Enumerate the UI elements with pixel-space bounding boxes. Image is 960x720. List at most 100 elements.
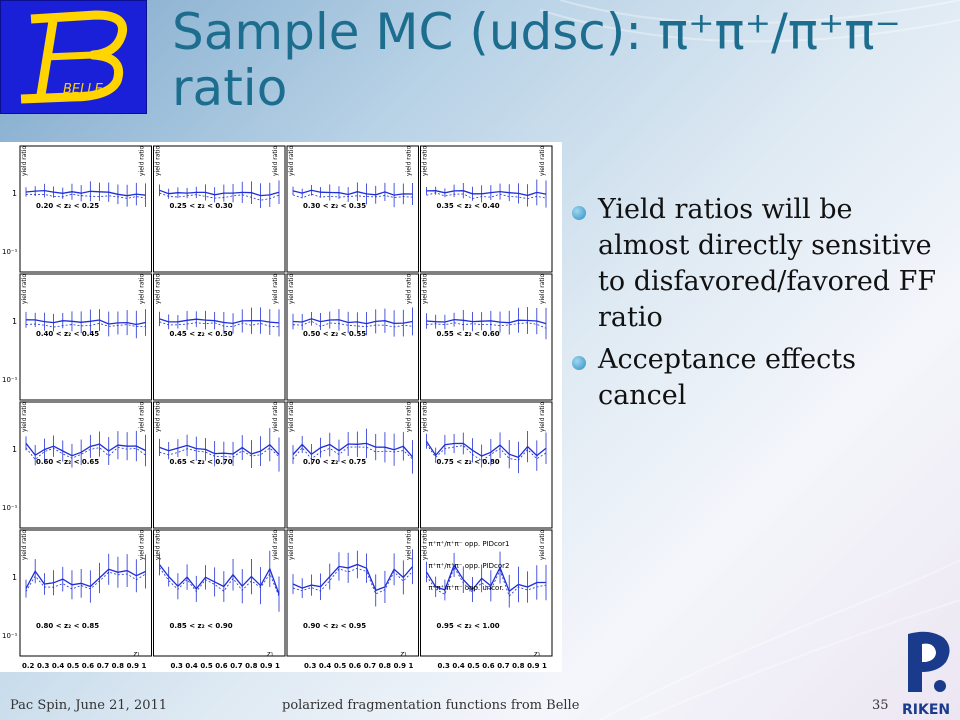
panel-frame — [19, 401, 152, 529]
panel-frame — [420, 273, 553, 401]
x-axis-label: z₁ — [534, 650, 541, 658]
x-tick-label: 0.9 — [127, 662, 140, 670]
series-line — [426, 190, 547, 197]
panel-ylabel: yield ratio — [422, 402, 429, 432]
belle-logo: BELLE — [0, 0, 147, 114]
series-line — [292, 318, 413, 325]
panel-frame — [153, 145, 286, 273]
series-line-dashed — [25, 322, 146, 328]
x-tick-label: 0.8 — [512, 662, 525, 670]
panel-frame — [286, 273, 419, 401]
riken-logo-text: RIKEN — [902, 702, 950, 718]
y-tick-label: 10⁻¹ — [2, 248, 18, 256]
y-tick-label: 10⁻¹ — [2, 504, 18, 512]
x-tick-label: 0.3 — [304, 662, 317, 670]
x-tick-label: 0.7 — [497, 662, 510, 670]
x-tick-label: 0.7 — [230, 662, 243, 670]
panel-frame — [286, 145, 419, 273]
x-tick-label: 0.3 — [170, 662, 183, 670]
panel-ylabel: yield ratio — [21, 146, 28, 176]
x-axis-label: z₁ — [401, 650, 408, 658]
y-tick-label: 1 — [12, 573, 17, 582]
x-tick-label: 0.2 — [22, 662, 35, 670]
series-line-dashed — [25, 571, 146, 592]
x-tick-label: 0.8 — [112, 662, 125, 670]
x-tick-label: 0.6 — [82, 662, 95, 670]
x-tick-label: 0.6 — [215, 662, 228, 670]
panel-ylabel: yield ratio — [21, 402, 28, 432]
x-tick-label: 0.8 — [379, 662, 392, 670]
panel-ylabel-right: yield ratio — [406, 146, 413, 176]
x-tick-label: 0.5 — [334, 662, 347, 670]
panel-ylabel-right: yield ratio — [139, 402, 146, 432]
panel-label: 0.35 < z₂ < 0.40 — [437, 202, 500, 210]
series-line-dashed — [159, 321, 280, 328]
series-line — [292, 189, 413, 196]
slide-title-line1: Sample MC (udsc): π⁺π⁺/π⁺π⁻ — [172, 3, 901, 61]
panel-ylabel: yield ratio — [155, 530, 162, 560]
panel-ylabel: yield ratio — [422, 146, 429, 176]
x-tick-label: 1 — [275, 662, 280, 670]
panel-ylabel-right: yield ratio — [272, 146, 279, 176]
y-tick-label: 1 — [12, 189, 17, 198]
bullet-icon — [572, 356, 586, 370]
series-line-dashed — [159, 447, 280, 458]
legend-entry: π⁺π⁺/π⁺π⁻ opp. uncor. — [429, 584, 504, 592]
y-tick-label: 1 — [12, 445, 17, 454]
panel-frame — [153, 401, 286, 529]
panel-frame — [286, 401, 419, 529]
x-tick-label: 0.7 — [364, 662, 377, 670]
legend-entry: π⁺π⁺/π⁺π⁻ opp. PIDcor2 — [429, 562, 510, 570]
panel-ylabel-right: yield ratio — [539, 530, 546, 560]
panel-ylabel-right: yield ratio — [272, 274, 279, 304]
panel-ylabel-right: yield ratio — [539, 402, 546, 432]
panel-frame — [153, 529, 286, 657]
x-axis-label: z₁ — [134, 650, 141, 658]
x-tick-label: 0.4 — [319, 662, 332, 670]
panel-frame — [19, 273, 152, 401]
panel-label: 0.65 < z₂ < 0.70 — [170, 458, 233, 466]
x-tick-label: 1 — [409, 662, 414, 670]
panel-ylabel-right: yield ratio — [406, 402, 413, 432]
series-line — [25, 189, 146, 197]
series-line — [425, 440, 547, 459]
y-tick-label: 1 — [12, 317, 17, 326]
panel-label: 0.50 < z₂ < 0.55 — [303, 330, 366, 338]
legend-entry: π⁺π⁺/π⁺π⁻ opp. PIDcor1 — [429, 540, 510, 548]
panel-ylabel: yield ratio — [288, 530, 295, 560]
panel-ylabel: yield ratio — [155, 402, 162, 432]
series-line — [159, 318, 280, 325]
panel-label: 0.80 < z₂ < 0.85 — [36, 622, 99, 630]
bullet-item: Acceptance effects cancel — [572, 342, 942, 414]
x-axis-label: z₁ — [267, 650, 274, 658]
x-tick-label: 0.5 — [200, 662, 213, 670]
series-line-dashed — [292, 193, 413, 199]
panel-label: 0.60 < z₂ < 0.65 — [36, 458, 99, 466]
panel-label: 0.90 < z₂ < 0.95 — [303, 622, 366, 630]
panel-ylabel-right: yield ratio — [139, 146, 146, 176]
panel-frame — [286, 529, 419, 657]
y-tick-label: 10⁻¹ — [2, 632, 18, 640]
x-tick-label: 0.4 — [185, 662, 198, 670]
series-line — [159, 189, 280, 197]
panel-ylabel: yield ratio — [422, 274, 429, 304]
x-tick-label: 0.9 — [394, 662, 407, 670]
panel-label: 0.20 < z₂ < 0.25 — [36, 202, 99, 210]
bullet-icon — [572, 206, 586, 220]
panel-label: 0.40 < z₂ < 0.45 — [36, 330, 99, 338]
panel-label: 0.55 < z₂ < 0.60 — [437, 330, 500, 338]
series-line-dashed — [426, 566, 547, 597]
series-line-dashed — [426, 443, 547, 462]
yield-ratio-plot-grid: yield ratio yield ratio 1 10⁻¹ 0.20 < z₂ < 0… — [2, 145, 553, 670]
panel-label: 0.45 < z₂ < 0.50 — [170, 330, 233, 338]
belle-logo-text: BELLE — [63, 82, 104, 97]
belle-logo-mark: BELLE — [20, 10, 127, 104]
panel-ylabel-right: yield ratio — [139, 530, 146, 560]
x-tick-label: 0.6 — [349, 662, 362, 670]
x-tick-label: 0.5 — [467, 662, 480, 670]
series-line-dashed — [292, 567, 413, 595]
panel-ylabel: yield ratio — [422, 530, 429, 560]
panel-ylabel-right: yield ratio — [139, 274, 146, 304]
series-line-dashed — [426, 322, 547, 329]
footer-page-number: 35 — [872, 698, 889, 713]
